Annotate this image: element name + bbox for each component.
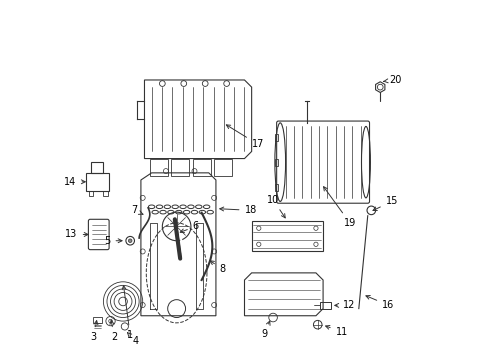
Bar (274, 134, 278, 141)
Text: 14: 14 (64, 177, 85, 187)
Text: 8: 8 (210, 261, 225, 274)
Bar (274, 158, 278, 166)
Text: 5: 5 (104, 236, 122, 246)
Text: 20: 20 (383, 75, 401, 85)
Text: 12: 12 (334, 300, 354, 310)
Bar (274, 184, 278, 191)
Text: 9: 9 (261, 321, 269, 339)
Text: 7: 7 (131, 205, 142, 215)
Bar (89, 191, 93, 196)
Text: 3: 3 (90, 321, 98, 342)
Circle shape (128, 239, 132, 243)
Text: 10: 10 (266, 195, 285, 218)
Text: 17: 17 (226, 125, 264, 149)
Text: 4: 4 (127, 333, 138, 346)
Bar (103, 191, 107, 196)
Bar (319, 302, 330, 309)
Text: 2: 2 (110, 320, 117, 342)
Text: 6: 6 (180, 221, 199, 233)
Text: 13: 13 (65, 229, 88, 239)
Bar (91, 162, 103, 173)
Bar (85, 173, 108, 191)
Text: 11: 11 (325, 325, 347, 337)
Text: 1: 1 (122, 285, 133, 341)
Text: 18: 18 (219, 205, 256, 215)
Text: 16: 16 (365, 296, 393, 310)
Text: 19: 19 (323, 187, 355, 228)
Bar (251, 221, 323, 251)
Text: 15: 15 (372, 197, 397, 211)
